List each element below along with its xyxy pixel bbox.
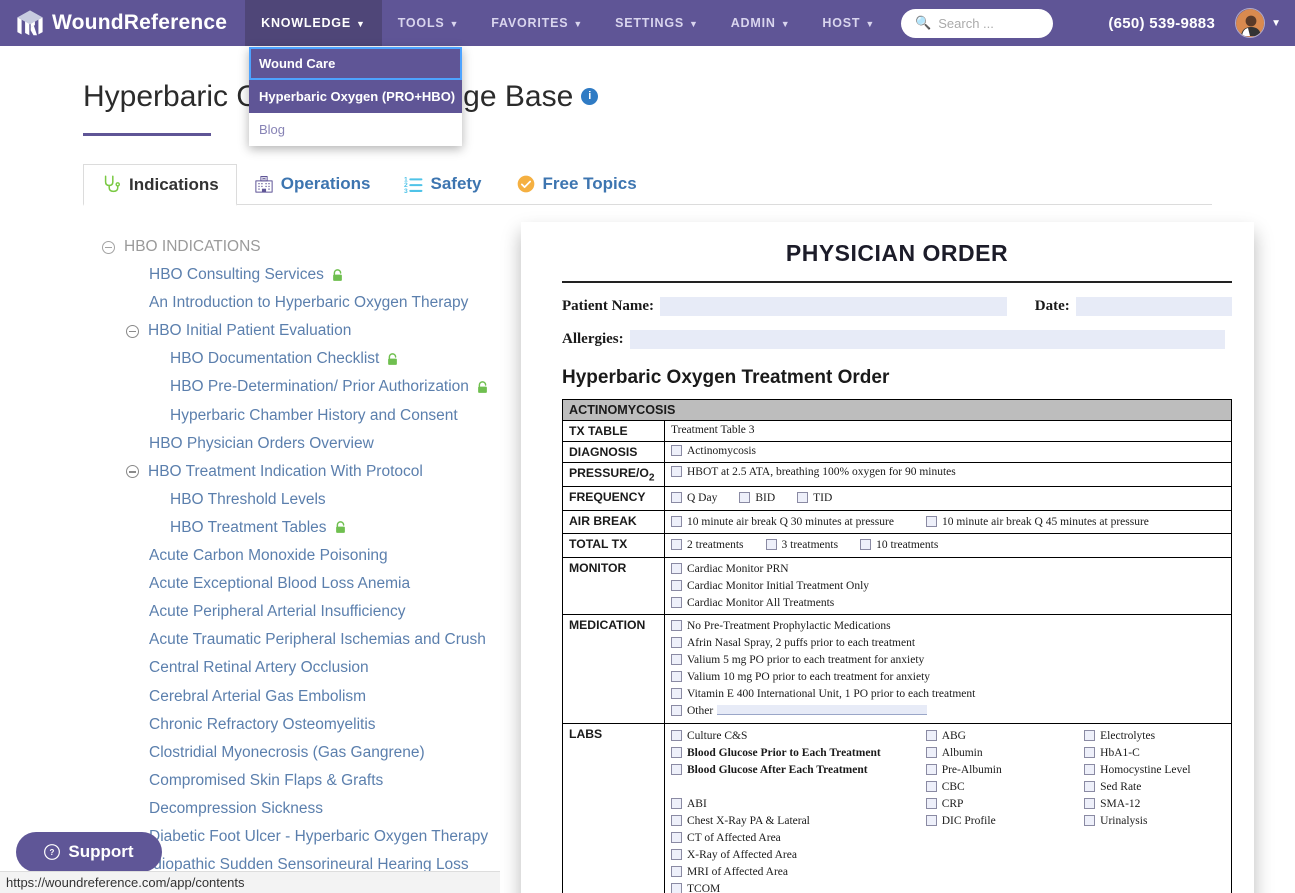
svg-text:?: ? bbox=[50, 848, 55, 857]
svg-text:3: 3 bbox=[404, 187, 408, 193]
